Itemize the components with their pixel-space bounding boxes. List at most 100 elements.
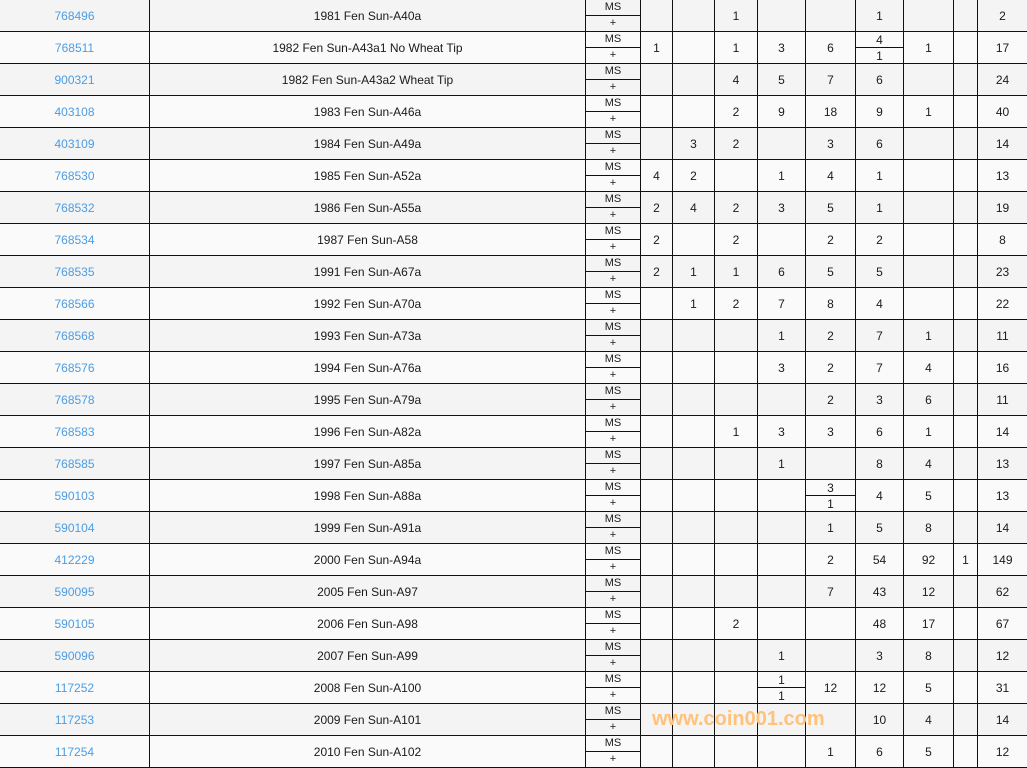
item-id-link[interactable]: 768496: [54, 8, 95, 23]
table-row: 403109 1984 Fen Sun-A49a MS +3 2 3 6 14: [0, 127, 1027, 160]
total-cell: 16: [977, 351, 1027, 384]
grade-count-cell: [640, 63, 673, 96]
plus-label: +: [609, 657, 617, 669]
grade-count-cell: 4: [903, 351, 954, 384]
total-cell: 12: [977, 735, 1027, 768]
item-id-link[interactable]: 590096: [54, 648, 95, 663]
item-id-link[interactable]: 117254: [54, 744, 95, 759]
grade-count-cell: 17: [903, 607, 954, 640]
ms-plus-split: MS +: [586, 704, 640, 735]
table-row: 768535 1991 Fen Sun-A67a MS +2 1 1 6 5 5 23: [0, 255, 1027, 288]
grade-count-cell: 1: [757, 319, 806, 352]
grade-count-cell: [805, 607, 856, 640]
grade-count-cell: 3: [855, 383, 904, 416]
grade-count-cell: 4: [640, 159, 673, 192]
item-id-link[interactable]: 768568: [54, 328, 95, 343]
grade-count-cell: 4: [903, 703, 954, 736]
total-cell: 14: [977, 415, 1027, 448]
item-id-link[interactable]: 117253: [54, 712, 95, 727]
ms-plus-split: MS +: [586, 256, 640, 287]
total-cell: 19: [977, 191, 1027, 224]
id-cell: 768576: [0, 351, 150, 384]
item-id-link[interactable]: 590105: [54, 616, 95, 631]
grade-count-cell: [640, 0, 673, 32]
item-id-link[interactable]: 900321: [54, 72, 95, 87]
ms-count: 3: [806, 480, 855, 496]
ms-plus-split: MS +: [586, 576, 640, 607]
table-row: 590096 2007 Fen Sun-A99 MS +1 3 8 12: [0, 639, 1027, 672]
grade-count-cell: [953, 447, 978, 480]
item-id-link[interactable]: 768534: [54, 232, 95, 247]
description-cell: 1998 Fen Sun-A88a: [149, 479, 586, 512]
grade-count-cell: 2: [805, 543, 856, 576]
description-cell: 1996 Fen Sun-A82a: [149, 415, 586, 448]
grade-count-cell: [953, 575, 978, 608]
grade-count-cell: 8: [805, 287, 856, 320]
item-id-link[interactable]: 768585: [54, 456, 95, 471]
grade-type-cell: MS +: [585, 127, 641, 160]
grade-type-cell: MS +: [585, 159, 641, 192]
item-id-link[interactable]: 768583: [54, 424, 95, 439]
grade-count-cell: 12: [903, 575, 954, 608]
item-id-link[interactable]: 768530: [54, 168, 95, 183]
grade-count-cell: 1: [714, 255, 758, 288]
grade-count-cell: [757, 511, 806, 544]
grade-type-cell: MS +: [585, 223, 641, 256]
ms-label: MS: [586, 448, 640, 464]
table-row: 768534 1987 Fen Sun-A58 MS +2 2 2 2 8: [0, 223, 1027, 256]
item-id-link[interactable]: 768535: [54, 264, 95, 279]
plus-label: +: [609, 433, 617, 445]
item-id-link[interactable]: 117252: [54, 680, 95, 695]
item-id-link[interactable]: 768576: [54, 360, 95, 375]
id-cell: 768585: [0, 447, 150, 480]
item-id-link[interactable]: 590104: [54, 520, 95, 535]
item-id-link[interactable]: 403109: [54, 136, 95, 151]
description-cell: 1995 Fen Sun-A79a: [149, 383, 586, 416]
grade-count-cell: 10: [855, 703, 904, 736]
total-cell: 11: [977, 383, 1027, 416]
grade-count-cell: 2: [640, 191, 673, 224]
grade-count-cell: 2: [714, 223, 758, 256]
grade-count-cell: 5: [805, 255, 856, 288]
item-id-link[interactable]: 768566: [54, 296, 95, 311]
total-cell: 2: [977, 0, 1027, 32]
grade-count-cell: [640, 671, 673, 704]
item-id-link[interactable]: 412229: [54, 552, 95, 567]
total-cell: 12: [977, 639, 1027, 672]
ms-count: 1: [758, 672, 805, 688]
grade-count-cell: 2: [640, 255, 673, 288]
item-id-link[interactable]: 768511: [54, 40, 95, 55]
description-cell: 2000 Fen Sun-A94a: [149, 543, 586, 576]
grade-count-cell: 6: [855, 735, 904, 768]
ms-label: MS: [586, 640, 640, 656]
id-cell: 768535: [0, 255, 150, 288]
grade-count-cell: [714, 159, 758, 192]
item-id-link[interactable]: 590095: [54, 584, 95, 599]
grade-count-cell: [714, 703, 758, 736]
plus-label: +: [609, 177, 617, 189]
grade-count-cell: 1: [855, 191, 904, 224]
total-cell: 67: [977, 607, 1027, 640]
grade-count-cell: 6: [805, 31, 856, 64]
grade-count-cell: 2: [805, 383, 856, 416]
item-id-link[interactable]: 768532: [54, 200, 95, 215]
ms-plus-split: MS +: [586, 608, 640, 639]
grade-count-cell: [640, 351, 673, 384]
grade-count-cell: 4: [855, 287, 904, 320]
grade-count-cell: 5: [757, 63, 806, 96]
ms-label: MS: [586, 224, 640, 240]
grade-count-cell: 2: [805, 223, 856, 256]
total-cell: 22: [977, 287, 1027, 320]
ms-plus-split: MS +: [586, 160, 640, 191]
item-id-link[interactable]: 403108: [54, 104, 95, 119]
description-cell: 1982 Fen Sun-A43a1 No Wheat Tip: [149, 31, 586, 64]
plus-label: +: [609, 273, 617, 285]
grade-type-cell: MS +: [585, 0, 641, 32]
item-id-link[interactable]: 590103: [54, 488, 95, 503]
item-id-link[interactable]: 768578: [54, 392, 95, 407]
grade-count-cell: [805, 639, 856, 672]
grade-count-cell: [953, 703, 978, 736]
table-row: 768578 1995 Fen Sun-A79a MS +2 3 6 11: [0, 383, 1027, 416]
